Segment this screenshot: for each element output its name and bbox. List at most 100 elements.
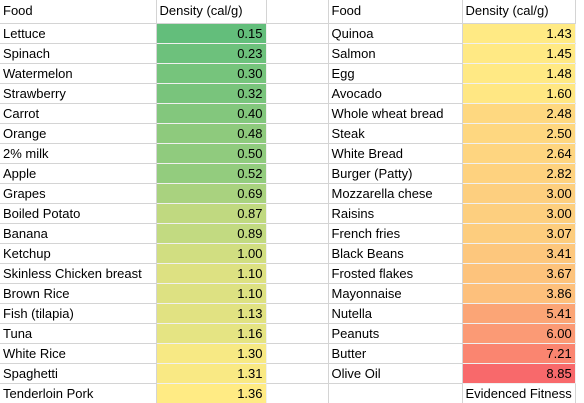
food-cell[interactable]: Brown Rice [0, 283, 157, 304]
empty-cell[interactable] [266, 63, 329, 84]
empty-cell[interactable] [266, 0, 329, 24]
empty-cell[interactable] [266, 383, 329, 403]
food-cell[interactable]: Olive Oil [328, 363, 463, 384]
empty-cell[interactable] [266, 123, 329, 144]
food-cell[interactable]: Strawberry [0, 83, 157, 104]
density-cell[interactable]: 1.60 [462, 83, 576, 104]
empty-cell[interactable] [266, 83, 329, 104]
density-cell[interactable]: 0.87 [156, 203, 267, 224]
empty-cell[interactable] [266, 223, 329, 244]
density-cell[interactable]: 7.21 [462, 343, 576, 364]
empty-cell[interactable] [266, 103, 329, 124]
density-cell[interactable]: 0.50 [156, 143, 267, 164]
header-density-right[interactable]: Density (cal/g) [462, 0, 576, 24]
food-cell[interactable]: Butter [328, 343, 463, 364]
food-cell[interactable]: Tenderloin Pork [0, 383, 157, 403]
empty-cell[interactable] [266, 203, 329, 224]
density-cell[interactable]: 0.69 [156, 183, 267, 204]
empty-cell[interactable] [266, 363, 329, 384]
density-cell[interactable]: 6.00 [462, 323, 576, 344]
density-cell[interactable]: 1.36 [156, 383, 267, 403]
food-cell[interactable]: Steak [328, 123, 463, 144]
density-cell[interactable]: 2.48 [462, 103, 576, 124]
empty-cell[interactable] [266, 183, 329, 204]
food-cell[interactable]: Grapes [0, 183, 157, 204]
header-food-right[interactable]: Food [328, 0, 463, 24]
food-cell[interactable]: Boiled Potato [0, 203, 157, 224]
empty-cell[interactable] [266, 163, 329, 184]
empty-cell[interactable] [266, 243, 329, 264]
food-cell[interactable]: Lettuce [0, 23, 157, 44]
density-cell[interactable]: 5.41 [462, 303, 576, 324]
density-cell[interactable]: 0.40 [156, 103, 267, 124]
density-cell[interactable]: 3.00 [462, 203, 576, 224]
density-cell[interactable]: 0.48 [156, 123, 267, 144]
density-cell[interactable]: 1.10 [156, 283, 267, 304]
density-cell[interactable]: 2.82 [462, 163, 576, 184]
food-cell[interactable]: Spaghetti [0, 363, 157, 384]
food-cell[interactable]: Apple [0, 163, 157, 184]
credit-cell[interactable]: Evidenced Fitness [462, 383, 576, 403]
density-cell[interactable]: 8.85 [462, 363, 576, 384]
density-cell[interactable]: 1.48 [462, 63, 576, 84]
density-cell[interactable]: 2.50 [462, 123, 576, 144]
food-cell[interactable]: Mozzarella chese [328, 183, 463, 204]
food-cell[interactable]: Salmon [328, 43, 463, 64]
density-cell[interactable]: 1.16 [156, 323, 267, 344]
density-cell[interactable]: 0.15 [156, 23, 267, 44]
header-food-left[interactable]: Food [0, 0, 157, 24]
density-cell[interactable]: 1.10 [156, 263, 267, 284]
food-cell[interactable]: Ketchup [0, 243, 157, 264]
food-cell[interactable]: Mayonnaise [328, 283, 463, 304]
empty-cell[interactable] [266, 143, 329, 164]
empty-cell[interactable] [266, 343, 329, 364]
food-cell[interactable]: French fries [328, 223, 463, 244]
density-cell[interactable]: 3.00 [462, 183, 576, 204]
food-cell[interactable]: Whole wheat bread [328, 103, 463, 124]
food-cell[interactable]: Frosted flakes [328, 263, 463, 284]
empty-cell[interactable] [266, 283, 329, 304]
food-cell[interactable]: Burger (Patty) [328, 163, 463, 184]
empty-cell[interactable] [266, 43, 329, 64]
density-cell[interactable]: 1.45 [462, 43, 576, 64]
density-cell[interactable]: 3.07 [462, 223, 576, 244]
empty-cell[interactable] [266, 23, 329, 44]
density-cell[interactable]: 2.64 [462, 143, 576, 164]
food-cell[interactable] [328, 383, 463, 403]
density-cell[interactable]: 3.67 [462, 263, 576, 284]
density-cell[interactable]: 1.31 [156, 363, 267, 384]
density-cell[interactable]: 1.43 [462, 23, 576, 44]
header-density-left[interactable]: Density (cal/g) [156, 0, 267, 24]
empty-cell[interactable] [266, 263, 329, 284]
food-cell[interactable]: Nutella [328, 303, 463, 324]
food-cell[interactable]: Skinless Chicken breast [0, 263, 157, 284]
density-cell[interactable]: 0.52 [156, 163, 267, 184]
density-cell[interactable]: 1.30 [156, 343, 267, 364]
food-cell[interactable]: Orange [0, 123, 157, 144]
food-cell[interactable]: Banana [0, 223, 157, 244]
food-cell[interactable]: Peanuts [328, 323, 463, 344]
food-cell[interactable]: Watermelon [0, 63, 157, 84]
food-cell[interactable]: Egg [328, 63, 463, 84]
food-cell[interactable]: Spinach [0, 43, 157, 64]
food-cell[interactable]: Tuna [0, 323, 157, 344]
density-cell[interactable]: 0.32 [156, 83, 267, 104]
food-cell[interactable]: 2% milk [0, 143, 157, 164]
density-cell[interactable]: 0.30 [156, 63, 267, 84]
density-cell[interactable]: 1.00 [156, 243, 267, 264]
food-cell[interactable]: Fish (tilapia) [0, 303, 157, 324]
food-cell[interactable]: Avocado [328, 83, 463, 104]
empty-cell[interactable] [266, 303, 329, 324]
food-cell[interactable]: White Rice [0, 343, 157, 364]
food-cell[interactable]: Raisins [328, 203, 463, 224]
density-cell[interactable]: 1.13 [156, 303, 267, 324]
density-cell[interactable]: 3.86 [462, 283, 576, 304]
density-cell[interactable]: 0.89 [156, 223, 267, 244]
food-cell[interactable]: Quinoa [328, 23, 463, 44]
food-cell[interactable]: Black Beans [328, 243, 463, 264]
density-cell[interactable]: 3.41 [462, 243, 576, 264]
food-cell[interactable]: White Bread [328, 143, 463, 164]
density-cell[interactable]: 0.23 [156, 43, 267, 64]
food-cell[interactable]: Carrot [0, 103, 157, 124]
empty-cell[interactable] [266, 323, 329, 344]
